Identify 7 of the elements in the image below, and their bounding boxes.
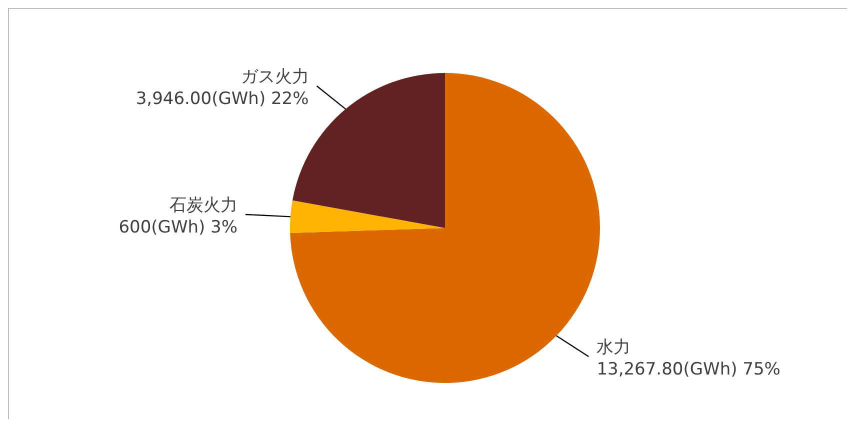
data-label: 13,267.80(GWh) 75% (596, 360, 780, 380)
data-label: 600(GWh) 3% (118, 217, 238, 238)
pie-slice (290, 200, 445, 234)
slice-label: 石炭火力 (170, 195, 238, 216)
slice-label: 水力 (596, 338, 631, 358)
slice-label: ガス火力 (240, 67, 309, 88)
data-label: 3,946.00(GWh) 22% (136, 89, 309, 110)
